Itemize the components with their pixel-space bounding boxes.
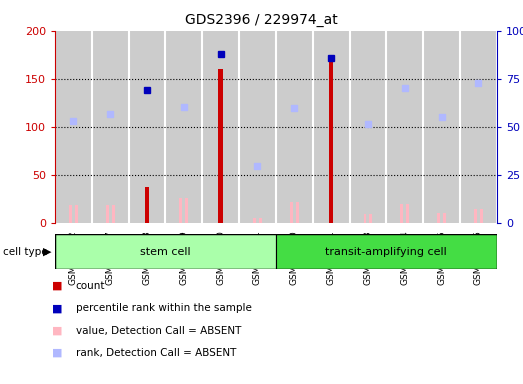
Text: GDS2396 / 229974_at: GDS2396 / 229974_at bbox=[185, 13, 338, 27]
Bar bbox=[313, 31, 349, 223]
Bar bbox=[401, 204, 403, 223]
Bar bbox=[55, 31, 92, 223]
Bar bbox=[369, 214, 372, 223]
Bar bbox=[92, 31, 129, 223]
Text: count: count bbox=[76, 281, 105, 291]
Bar bbox=[69, 205, 72, 223]
Bar bbox=[349, 31, 386, 223]
Bar bbox=[55, 234, 276, 269]
Bar bbox=[165, 31, 202, 223]
Text: value, Detection Call = ABSENT: value, Detection Call = ABSENT bbox=[76, 326, 241, 336]
Bar bbox=[219, 69, 223, 223]
Bar bbox=[443, 213, 446, 223]
Bar bbox=[202, 31, 239, 223]
Bar bbox=[129, 31, 165, 223]
Bar bbox=[480, 209, 483, 223]
Text: transit-amplifying cell: transit-amplifying cell bbox=[325, 247, 447, 257]
Bar bbox=[253, 218, 256, 223]
Bar bbox=[290, 202, 293, 223]
Bar bbox=[363, 214, 367, 223]
Bar bbox=[296, 202, 299, 223]
Bar bbox=[423, 31, 460, 223]
Bar bbox=[460, 31, 497, 223]
Bar bbox=[276, 31, 313, 223]
Text: rank, Detection Call = ABSENT: rank, Detection Call = ABSENT bbox=[76, 348, 236, 358]
Text: cell type: cell type bbox=[3, 247, 47, 257]
Bar bbox=[145, 187, 149, 223]
Text: ■: ■ bbox=[52, 326, 63, 336]
Bar bbox=[106, 205, 109, 223]
Bar bbox=[75, 205, 78, 223]
Text: ■: ■ bbox=[52, 303, 63, 313]
Bar bbox=[111, 205, 115, 223]
Text: ■: ■ bbox=[52, 281, 63, 291]
Text: percentile rank within the sample: percentile rank within the sample bbox=[76, 303, 252, 313]
Text: stem cell: stem cell bbox=[140, 247, 191, 257]
Text: ▶: ▶ bbox=[43, 247, 51, 257]
Bar bbox=[474, 209, 477, 223]
Bar bbox=[406, 204, 409, 223]
Bar bbox=[239, 31, 276, 223]
Bar bbox=[259, 218, 262, 223]
Text: ■: ■ bbox=[52, 348, 63, 358]
Bar bbox=[386, 31, 423, 223]
Bar bbox=[185, 198, 188, 223]
Bar bbox=[179, 198, 183, 223]
Bar bbox=[329, 56, 333, 223]
Bar bbox=[437, 213, 440, 223]
Bar bbox=[276, 234, 497, 269]
